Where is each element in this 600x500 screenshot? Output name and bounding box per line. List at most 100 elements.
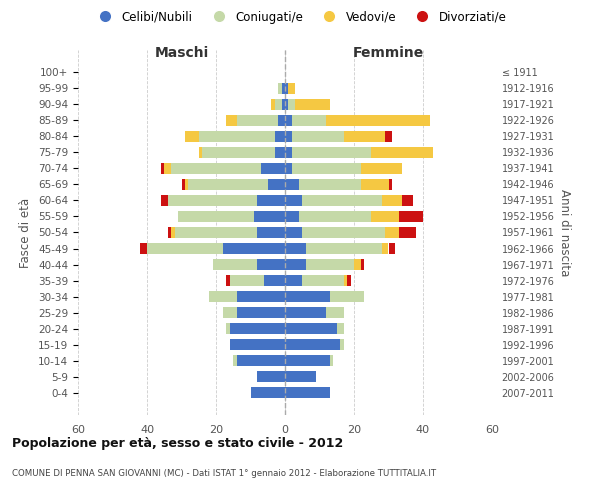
Bar xyxy=(371,210,399,222)
Bar xyxy=(299,210,371,222)
Bar xyxy=(295,98,330,110)
Bar xyxy=(261,162,285,174)
Bar xyxy=(140,242,147,254)
Bar xyxy=(285,114,292,126)
Bar xyxy=(285,259,306,270)
Bar xyxy=(202,146,275,158)
Bar xyxy=(223,242,285,254)
Legend: Celibi/Nubili, Coniugati/e, Vedovi/e, Divorziati/e: Celibi/Nubili, Coniugati/e, Vedovi/e, Di… xyxy=(89,6,511,28)
Bar xyxy=(285,355,330,366)
Bar xyxy=(161,194,168,206)
Bar xyxy=(199,146,202,158)
Y-axis label: Anni di nascita: Anni di nascita xyxy=(558,189,571,276)
Text: Maschi: Maschi xyxy=(154,46,209,60)
Bar xyxy=(306,242,382,254)
Bar xyxy=(371,146,433,158)
Bar xyxy=(299,178,361,190)
Bar xyxy=(209,291,237,302)
Bar xyxy=(257,194,285,206)
Bar xyxy=(289,82,295,94)
Bar xyxy=(285,210,299,222)
Bar xyxy=(275,146,285,158)
Bar xyxy=(340,339,344,350)
Bar xyxy=(302,194,382,206)
Bar xyxy=(285,307,326,318)
Bar xyxy=(182,178,185,190)
Bar xyxy=(237,355,285,366)
Bar xyxy=(271,98,275,110)
Bar xyxy=(268,178,285,190)
Bar xyxy=(185,178,188,190)
Bar xyxy=(344,275,347,286)
Bar xyxy=(230,323,285,334)
Bar xyxy=(188,178,268,190)
Bar xyxy=(171,226,175,238)
Bar xyxy=(237,307,285,318)
Bar xyxy=(361,162,402,174)
Bar xyxy=(326,114,430,126)
Bar xyxy=(168,194,257,206)
Bar xyxy=(354,259,361,270)
Bar xyxy=(168,226,171,238)
Bar xyxy=(399,210,423,222)
Bar xyxy=(285,242,306,254)
Bar xyxy=(230,275,265,286)
Bar xyxy=(330,291,364,302)
Bar xyxy=(175,226,257,238)
Bar xyxy=(382,194,402,206)
Bar xyxy=(161,162,164,174)
Bar xyxy=(233,355,237,366)
Bar xyxy=(302,226,385,238)
Bar xyxy=(275,130,285,142)
Bar xyxy=(292,130,344,142)
Bar xyxy=(399,226,416,238)
Bar xyxy=(285,371,316,382)
Text: COMUNE DI PENNA SAN GIOVANNI (MC) - Dati ISTAT 1° gennaio 2012 - Elaborazione TU: COMUNE DI PENNA SAN GIOVANNI (MC) - Dati… xyxy=(12,469,436,478)
Bar xyxy=(285,162,292,174)
Bar xyxy=(171,162,261,174)
Bar xyxy=(382,242,389,254)
Bar xyxy=(306,259,354,270)
Bar xyxy=(285,226,302,238)
Bar xyxy=(185,130,199,142)
Bar xyxy=(212,259,257,270)
Bar xyxy=(285,194,302,206)
Bar xyxy=(223,307,237,318)
Bar xyxy=(257,371,285,382)
Bar xyxy=(285,146,292,158)
Bar xyxy=(257,259,285,270)
Bar xyxy=(226,323,230,334)
Bar xyxy=(292,114,326,126)
Bar xyxy=(389,242,395,254)
Bar xyxy=(302,275,344,286)
Bar xyxy=(385,130,392,142)
Bar xyxy=(275,98,281,110)
Bar xyxy=(237,291,285,302)
Bar xyxy=(292,146,371,158)
Text: Popolazione per età, sesso e stato civile - 2012: Popolazione per età, sesso e stato civil… xyxy=(12,438,343,450)
Bar xyxy=(281,98,285,110)
Text: Femmine: Femmine xyxy=(353,46,424,60)
Bar xyxy=(337,323,344,334)
Bar xyxy=(289,98,295,110)
Bar xyxy=(285,339,340,350)
Bar xyxy=(285,98,289,110)
Bar xyxy=(164,162,171,174)
Bar xyxy=(361,259,364,270)
Bar xyxy=(285,291,330,302)
Bar xyxy=(326,307,344,318)
Bar xyxy=(254,210,285,222)
Bar xyxy=(389,178,392,190)
Bar xyxy=(347,275,350,286)
Bar xyxy=(281,82,285,94)
Bar xyxy=(230,339,285,350)
Bar xyxy=(385,226,399,238)
Bar xyxy=(278,114,285,126)
Bar xyxy=(285,387,330,398)
Bar xyxy=(257,226,285,238)
Bar xyxy=(285,178,299,190)
Bar xyxy=(285,323,337,334)
Bar xyxy=(361,178,389,190)
Bar xyxy=(251,387,285,398)
Bar xyxy=(402,194,413,206)
